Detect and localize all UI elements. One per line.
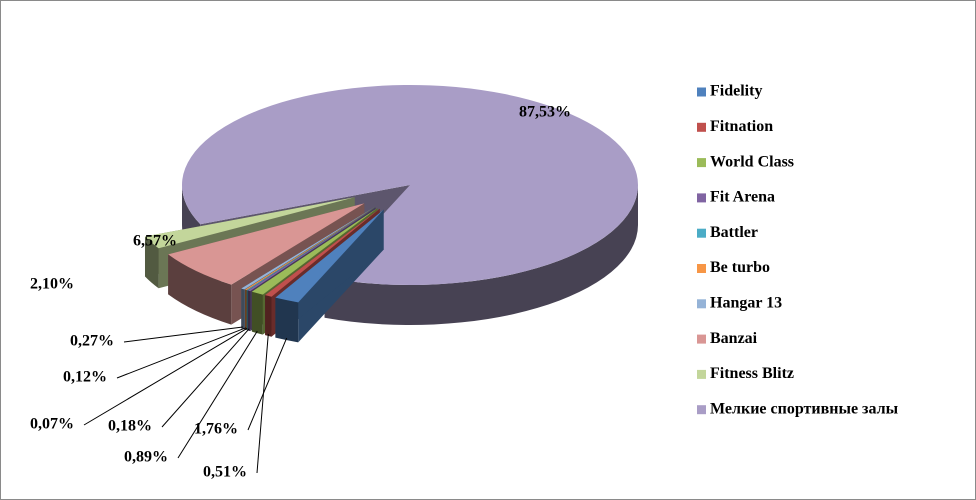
- data-label: 0,89%: [124, 449, 168, 466]
- data-label: 0,51%: [203, 464, 247, 481]
- leader-line: [161, 328, 250, 428]
- legend-swatch: [697, 228, 706, 238]
- slice-wall: [168, 254, 232, 325]
- data-label: 6,57%: [133, 233, 177, 250]
- legend-swatch: [697, 369, 706, 379]
- legend-swatch: [697, 405, 706, 415]
- legend-label: Be turbo: [710, 259, 770, 276]
- legend-label: Fitnation: [710, 118, 773, 135]
- slice: [248, 207, 376, 292]
- slice: [182, 85, 639, 285]
- legend-label: Fidelity: [710, 83, 762, 100]
- slice-wall: [248, 290, 251, 332]
- leader-line: [83, 327, 248, 426]
- legend-swatch: [697, 264, 706, 273]
- data-label: 2,10%: [30, 276, 74, 293]
- slice: [144, 197, 355, 249]
- slice-side: [275, 209, 384, 338]
- legend-swatch: [697, 122, 706, 132]
- slice-wall: [324, 185, 638, 325]
- slice: [246, 207, 376, 291]
- data-labels: 1,76% 0,51% 0,89% 0,18% 0,07% 0,12% 0,27% 6,57%…: [30, 104, 571, 481]
- data-label: 0,18%: [108, 418, 152, 435]
- slice: [241, 207, 375, 290]
- leader-line: [123, 326, 243, 343]
- data-label: 0,07%: [30, 416, 74, 433]
- legend-swatch: [697, 299, 706, 309]
- legend: Fidelity Fitnation World Class Fit Arena Bat…: [697, 83, 899, 417]
- legend-swatch: [697, 193, 706, 203]
- slice: [265, 208, 380, 297]
- slice: [245, 207, 375, 291]
- pie: [144, 85, 639, 343]
- leader-line: [256, 333, 269, 474]
- slice-wall: [275, 297, 299, 343]
- data-label: 1,76%: [194, 421, 238, 438]
- slice-wall: [245, 289, 247, 331]
- legend-label: Hangar 13: [710, 294, 782, 311]
- slice-wall: [144, 236, 159, 289]
- legend-swatch: [697, 87, 706, 97]
- legend-label: Мелкие спортивные залы: [710, 400, 899, 417]
- slice: [168, 203, 365, 285]
- legend-label: Fit Arena: [710, 189, 775, 206]
- slice-wall: [246, 290, 248, 331]
- legend-swatch: [697, 334, 706, 344]
- leader-line: [116, 327, 246, 379]
- slice-wall: [241, 288, 245, 330]
- data-label: 87,53%: [519, 104, 571, 121]
- leader-line: [247, 337, 288, 431]
- leader-line: [177, 330, 258, 459]
- legend-label: Fitness Blitz: [710, 365, 794, 382]
- data-label: 0,27%: [70, 333, 114, 350]
- slice-wall: [251, 291, 263, 335]
- slice-wall: [265, 295, 272, 337]
- legend-label: Banzai: [710, 330, 758, 347]
- legend-label: World Class: [710, 153, 794, 170]
- slice: [251, 208, 378, 295]
- legend-swatch: [697, 158, 706, 168]
- slice: [275, 209, 384, 303]
- legend-label: Battler: [710, 224, 758, 241]
- data-label: 0,12%: [63, 369, 107, 386]
